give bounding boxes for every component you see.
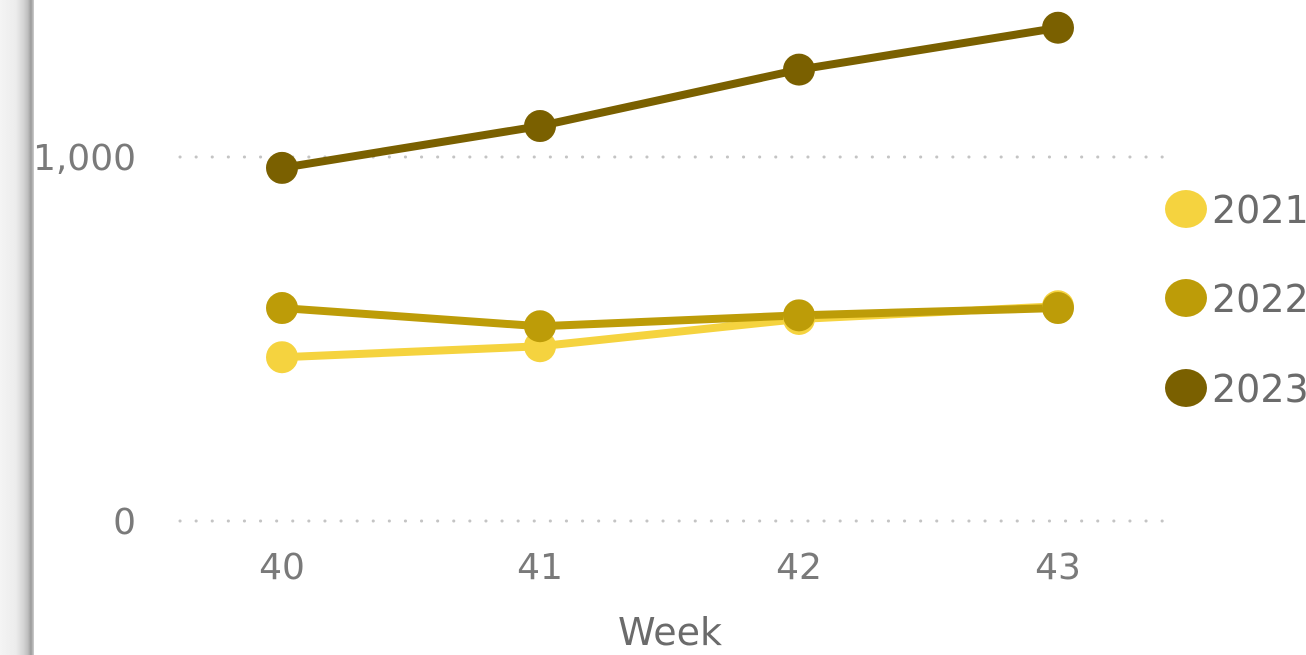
legend-marker — [1165, 279, 1207, 317]
series-lines — [278, 23, 1062, 362]
series-line-2022 — [278, 304, 1062, 331]
gridlines — [178, 155, 1167, 523]
legend[interactable]: 2021 2022 2023 — [1165, 188, 1306, 411]
window-edge-scrollbar — [0, 0, 34, 655]
data-point-2023-week-40[interactable] — [266, 151, 298, 184]
legend-label: 2021 — [1212, 188, 1306, 232]
x-axis-title: Week — [618, 610, 722, 654]
data-point-2023-week-42[interactable] — [783, 53, 815, 86]
y-tick-label: 1,000 — [33, 138, 136, 179]
legend-marker — [1165, 369, 1207, 407]
data-point-2022-week-42[interactable] — [783, 299, 815, 332]
data-point-2022-week-41[interactable] — [524, 310, 556, 343]
x-tick-label: 42 — [776, 547, 822, 588]
legend-marker — [1165, 190, 1207, 228]
legend-label: 2022 — [1212, 277, 1306, 321]
y-axis-ticks: 0 1,000 — [33, 138, 136, 543]
series-points — [266, 11, 1074, 374]
legend-item-2021[interactable]: 2021 — [1165, 188, 1306, 232]
legend-label: 2023 — [1212, 367, 1306, 411]
data-point-2022-week-40[interactable] — [266, 292, 298, 325]
data-point-2023-week-43[interactable] — [1042, 11, 1074, 44]
y-tick-label: 0 — [113, 502, 136, 543]
data-point-2021-week-40[interactable] — [266, 341, 298, 374]
data-point-2022-week-43[interactable] — [1042, 292, 1074, 325]
legend-item-2023[interactable]: 2023 — [1165, 367, 1306, 411]
legend-item-2022[interactable]: 2022 — [1165, 277, 1306, 321]
series-line-2023 — [278, 23, 1062, 172]
x-axis-ticks: 40 41 42 43 — [259, 547, 1081, 588]
x-tick-label: 40 — [259, 547, 305, 588]
x-tick-label: 41 — [517, 547, 563, 588]
x-tick-label: 43 — [1035, 547, 1081, 588]
data-point-2023-week-41[interactable] — [524, 110, 556, 143]
